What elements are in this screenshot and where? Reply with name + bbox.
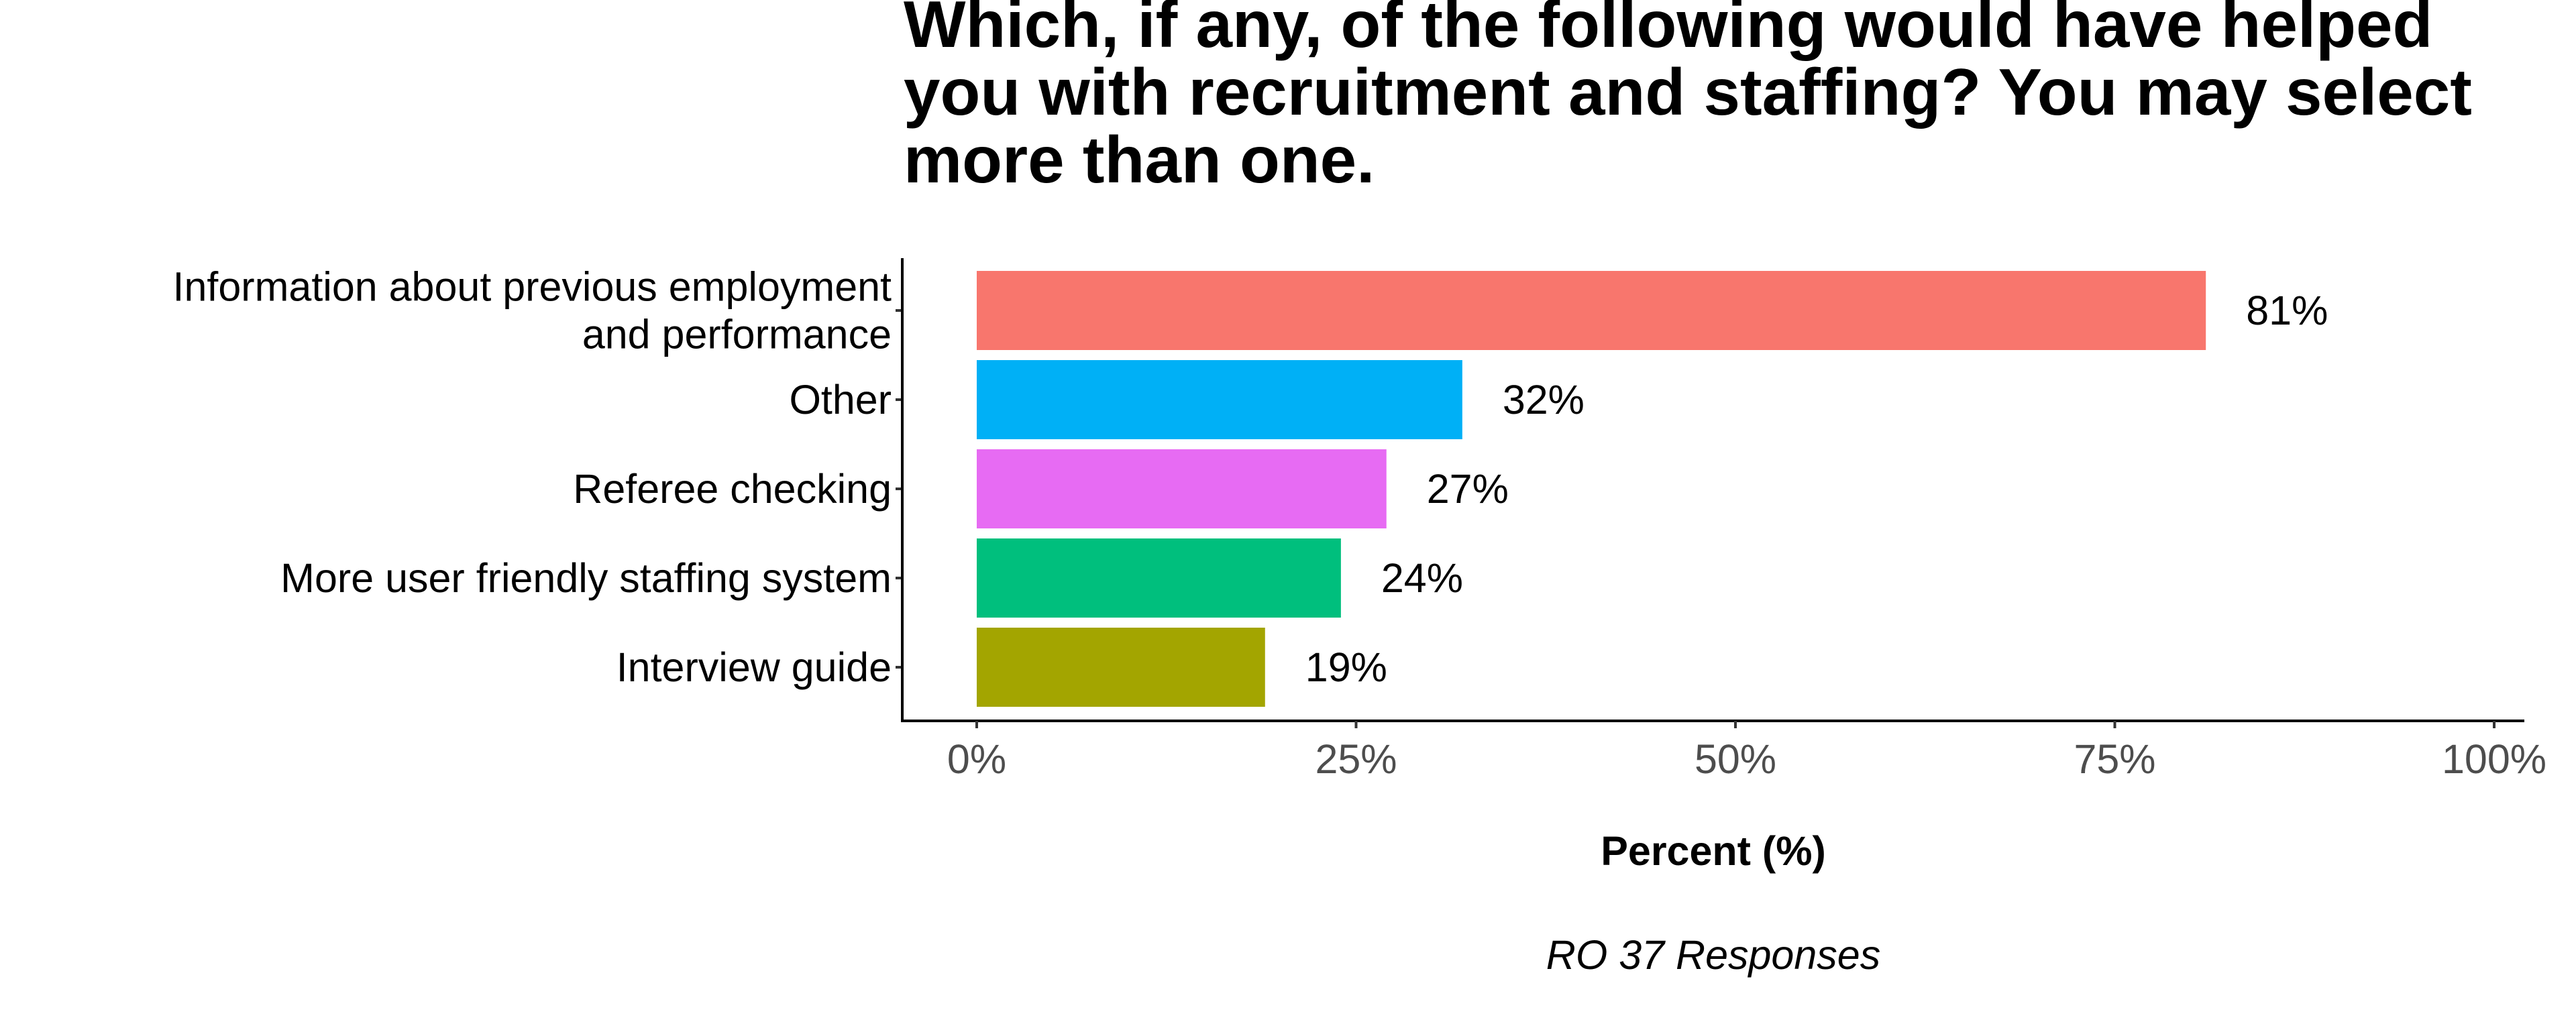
- x-axis-ticks: 0% 25% 50% 75% 100%: [947, 721, 2546, 782]
- x-tick-label: 75%: [2074, 736, 2155, 782]
- value-label: 24%: [1381, 555, 1463, 601]
- bar: [977, 360, 1462, 439]
- chart-caption: RO 37 Responses: [1546, 932, 1880, 978]
- category-label: and performance: [582, 312, 892, 357]
- category-label: More user friendly staffing system: [280, 555, 892, 601]
- chart-title: Which, if any, of the following would ha…: [904, 0, 2472, 196]
- category-labels: Information about previous employmentand…: [173, 264, 892, 691]
- x-tick-label: 100%: [2442, 736, 2546, 782]
- bar: [977, 628, 1265, 707]
- value-label: 81%: [2246, 288, 2328, 333]
- category-label: Interview guide: [616, 644, 892, 690]
- axes: [896, 258, 2524, 722]
- value-label: 27%: [1427, 466, 1509, 512]
- category-label: Referee checking: [573, 466, 892, 512]
- x-tick-label: 25%: [1315, 736, 1397, 782]
- chart-title-line: Which, if any, of the following would ha…: [904, 0, 2432, 61]
- bar: [977, 449, 1387, 528]
- x-axis-label: Percent (%): [1601, 828, 1826, 874]
- category-label: Information about previous employment: [173, 264, 892, 310]
- chart-title-line: more than one.: [904, 123, 1375, 196]
- value-labels: 81% 32% 27% 24% 19%: [1305, 288, 2328, 690]
- bar: [977, 271, 2206, 350]
- value-label: 19%: [1305, 644, 1387, 690]
- x-tick-label: 50%: [1695, 736, 1776, 782]
- category-label: Other: [789, 377, 892, 422]
- chart-title-line: you with recruitment and staffing? You m…: [904, 55, 2472, 129]
- value-label: 32%: [1503, 377, 1585, 422]
- bar: [977, 538, 1341, 618]
- bars: [977, 271, 2206, 707]
- x-tick-label: 0%: [947, 736, 1006, 782]
